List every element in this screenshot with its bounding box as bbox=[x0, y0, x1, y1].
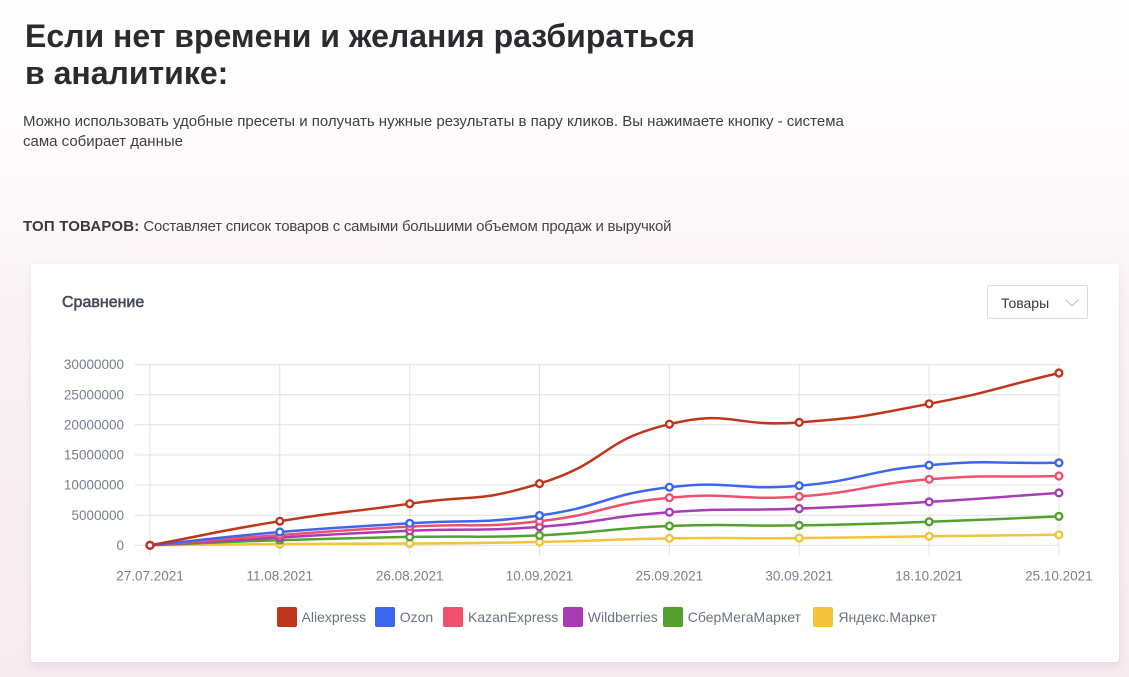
svg-text:25.09.2021: 25.09.2021 bbox=[636, 569, 704, 584]
svg-text:20000000: 20000000 bbox=[64, 417, 124, 432]
svg-text:25.10.2021: 25.10.2021 bbox=[1025, 569, 1093, 584]
svg-text:11.08.2021: 11.08.2021 bbox=[247, 569, 314, 584]
svg-text:30.09.2021: 30.09.2021 bbox=[765, 569, 833, 584]
svg-text:0: 0 bbox=[116, 538, 124, 553]
svg-text:30000000: 30000000 bbox=[64, 357, 124, 372]
svg-text:18.10.2021: 18.10.2021 bbox=[895, 569, 963, 584]
svg-text:26.08.2021: 26.08.2021 bbox=[376, 569, 444, 584]
svg-text:10.09.2021: 10.09.2021 bbox=[506, 569, 574, 584]
svg-text:25000000: 25000000 bbox=[64, 387, 124, 402]
svg-text:10000000: 10000000 bbox=[64, 478, 124, 493]
svg-text:5000000: 5000000 bbox=[71, 508, 124, 523]
svg-text:15000000: 15000000 bbox=[64, 448, 124, 463]
svg-text:27.07.2021: 27.07.2021 bbox=[116, 569, 184, 584]
